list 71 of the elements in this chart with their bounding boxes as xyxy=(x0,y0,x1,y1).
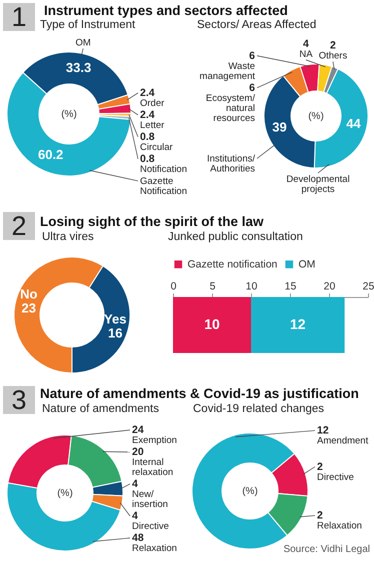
text: 1 xyxy=(3,2,35,32)
legend-label: OM xyxy=(298,258,316,270)
data-label: 24 xyxy=(132,424,144,436)
x-tick-label: 20 xyxy=(324,280,336,292)
text: 3 xyxy=(3,385,35,415)
slice-label: Order xyxy=(140,98,164,109)
slice-label: NA xyxy=(299,48,314,60)
slice-label: Exemption xyxy=(132,434,177,446)
data-label: 48 xyxy=(132,532,144,544)
slice-label: Internal relaxation xyxy=(132,456,174,478)
data-label: 0.8 xyxy=(140,152,155,165)
slice-label: Ecosystem/ natural resources xyxy=(206,92,256,124)
text: (%) xyxy=(57,488,73,499)
x-tick-label: 25 xyxy=(362,280,374,292)
chart-title: Nature of amendments & Covid-19 as justification xyxy=(40,386,359,401)
slice-label: Yes xyxy=(104,312,126,327)
slice-label: Developmental projects xyxy=(286,174,350,195)
slice-label: Directive xyxy=(317,472,354,483)
text: (%) xyxy=(308,111,324,122)
slice-label: Letter xyxy=(140,120,164,131)
slice-label: Others xyxy=(318,50,348,62)
data-label: 0.8 xyxy=(140,130,155,143)
chart-subtitle: Nature of amendments xyxy=(42,403,159,415)
chart-subtitle: Type of Instrument xyxy=(40,19,136,31)
slice-label: Circular xyxy=(140,142,173,153)
source-note: Source: Vidhi Legal xyxy=(283,544,370,555)
data-label: 12 xyxy=(317,424,329,437)
chart-title: Instrument types and sectors affected xyxy=(44,3,288,18)
data-label: 2 xyxy=(317,510,323,522)
x-tick-label: 0 xyxy=(170,280,177,292)
slice-label: No xyxy=(20,286,38,302)
data-label: 4 xyxy=(132,478,138,490)
text: 2 xyxy=(3,211,35,241)
legend-label: Gazette notification xyxy=(188,258,278,270)
chart-title: Covid-19 related changes xyxy=(193,403,324,415)
data-label: 44 xyxy=(346,116,362,131)
slice-label: Institutions/ Authorities xyxy=(206,154,256,175)
data-label: 39 xyxy=(272,119,287,134)
chart-title: Sectors/ Areas Affected xyxy=(197,19,316,31)
slice-label: Relaxation xyxy=(317,520,362,532)
chart-title: Junked public consultation xyxy=(168,231,303,243)
data-label: 23 xyxy=(22,300,36,316)
data-label: 6 xyxy=(249,82,256,94)
x-tick-label: 10 xyxy=(246,280,258,292)
slice-label: Amendment xyxy=(317,436,369,447)
data-label: 2.4 xyxy=(140,86,155,99)
slice-label: Gazette Notification xyxy=(140,176,187,197)
data-label: 4 xyxy=(303,38,310,50)
chart-title: Losing sight of the spirit of the law xyxy=(40,214,264,229)
data-label: 20 xyxy=(132,446,144,458)
data-label: 12 xyxy=(290,316,306,332)
slice-label: Notification xyxy=(140,164,187,175)
data-label: 2 xyxy=(330,40,336,52)
text: (%) xyxy=(242,486,258,497)
data-label: 2 xyxy=(317,460,323,473)
data-label: 16 xyxy=(108,326,122,341)
slice-label: Waste management xyxy=(200,60,256,82)
slice-label: Relaxation xyxy=(132,542,177,554)
x-tick-label: 15 xyxy=(284,280,296,292)
x-tick-label: 5 xyxy=(210,280,216,292)
data-label: 2.4 xyxy=(140,108,155,121)
data-label: 4 xyxy=(132,510,138,522)
data-label: 6 xyxy=(249,50,256,62)
slice-label: Directive xyxy=(132,520,169,532)
chart-subtitle: Ultra vires xyxy=(42,231,94,243)
text: (%) xyxy=(61,109,77,120)
slice-label: New/ insertion xyxy=(132,488,168,510)
data-label: 60.2 xyxy=(38,147,64,162)
data-label: 33.3 xyxy=(66,60,92,76)
slice-label: OM xyxy=(75,37,91,48)
data-label: 10 xyxy=(204,316,220,332)
